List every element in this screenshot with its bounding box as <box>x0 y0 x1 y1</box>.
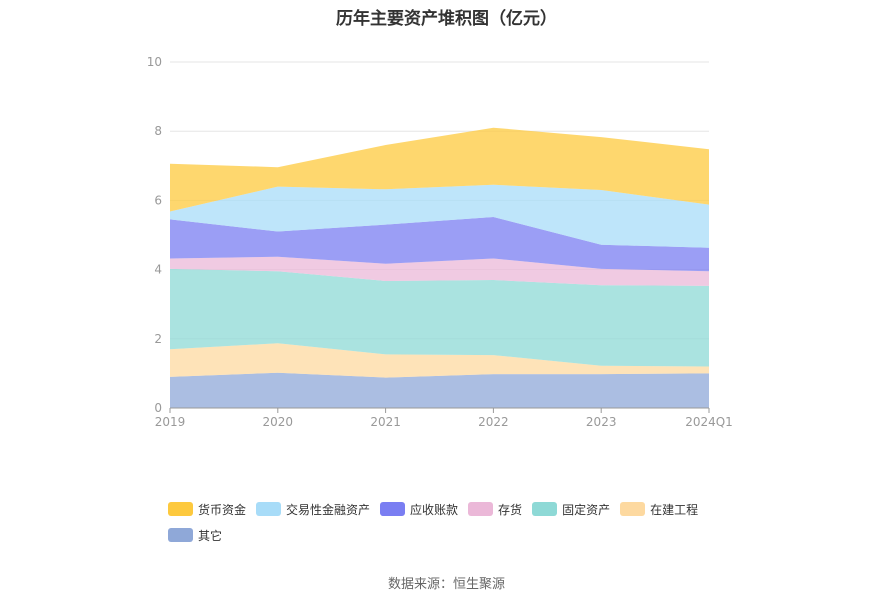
y-tick-label: 8 <box>154 124 162 138</box>
legend-label: 固定资产 <box>562 502 611 517</box>
legend-item[interactable]: 货币资金 <box>168 496 246 522</box>
chart-title: 历年主要资产堆积图（亿元） <box>336 9 557 29</box>
legend-item[interactable]: 交易性金融资产 <box>256 496 370 522</box>
x-tick-label: 2022 <box>478 415 509 429</box>
legend-item[interactable]: 在建工程 <box>620 496 698 522</box>
area-series-5 <box>170 184 709 248</box>
x-tick-label: 2023 <box>586 415 617 429</box>
x-tick-label: 2021 <box>370 415 401 429</box>
axes: 0 2 4 6 8 10 2019 2020 2021 2022 2023 2024Q1 <box>147 55 733 429</box>
area-series-2 <box>170 268 709 367</box>
x-tick-label: 2024Q1 <box>685 415 733 429</box>
y-tick-label: 2 <box>154 332 162 346</box>
legend-label: 货币资金 <box>198 502 247 517</box>
legend: 货币资金 交易性金融资产 应收账款 存货 固定资产 在建工程其它 <box>168 496 768 548</box>
legend-label: 应收账款 <box>410 502 459 517</box>
legend-item[interactable]: 存货 <box>468 496 522 522</box>
area-series-6 <box>170 127 709 212</box>
y-tick-label: 0 <box>154 401 162 415</box>
legend-swatch <box>380 502 406 516</box>
legend-label: 交易性金融资产 <box>286 502 371 517</box>
legend-swatch <box>532 502 558 516</box>
legend-swatch <box>468 502 494 516</box>
legend-label: 在建工程 <box>650 502 699 517</box>
area-series-4 <box>170 217 709 272</box>
stacked-area-chart: 0 2 4 6 8 10 2019 2020 2021 2022 2023 2024Q1 <box>147 55 733 429</box>
legend-item[interactable]: 其它 <box>168 522 222 548</box>
area-series-0 <box>170 372 709 408</box>
legend-label: 存货 <box>498 502 523 517</box>
legend-swatch <box>168 528 193 542</box>
data-source: 数据来源：恒生聚源 <box>387 577 505 592</box>
legend-swatch <box>168 502 193 516</box>
area-series <box>170 127 709 408</box>
area-series-1 <box>170 343 709 378</box>
legend-label: 其它 <box>198 528 223 543</box>
y-tick-label: 10 <box>147 55 162 69</box>
y-tick-label: 4 <box>154 263 162 277</box>
x-tick-label: 2020 <box>263 415 294 429</box>
legend-swatch <box>620 502 646 516</box>
legend-swatch <box>256 502 282 516</box>
area-series-3 <box>170 256 709 286</box>
y-tick-label: 6 <box>154 193 162 207</box>
legend-item[interactable]: 固定资产 <box>532 496 610 522</box>
legend-item[interactable]: 应收账款 <box>380 496 458 522</box>
x-tick-label: 2019 <box>155 415 186 429</box>
